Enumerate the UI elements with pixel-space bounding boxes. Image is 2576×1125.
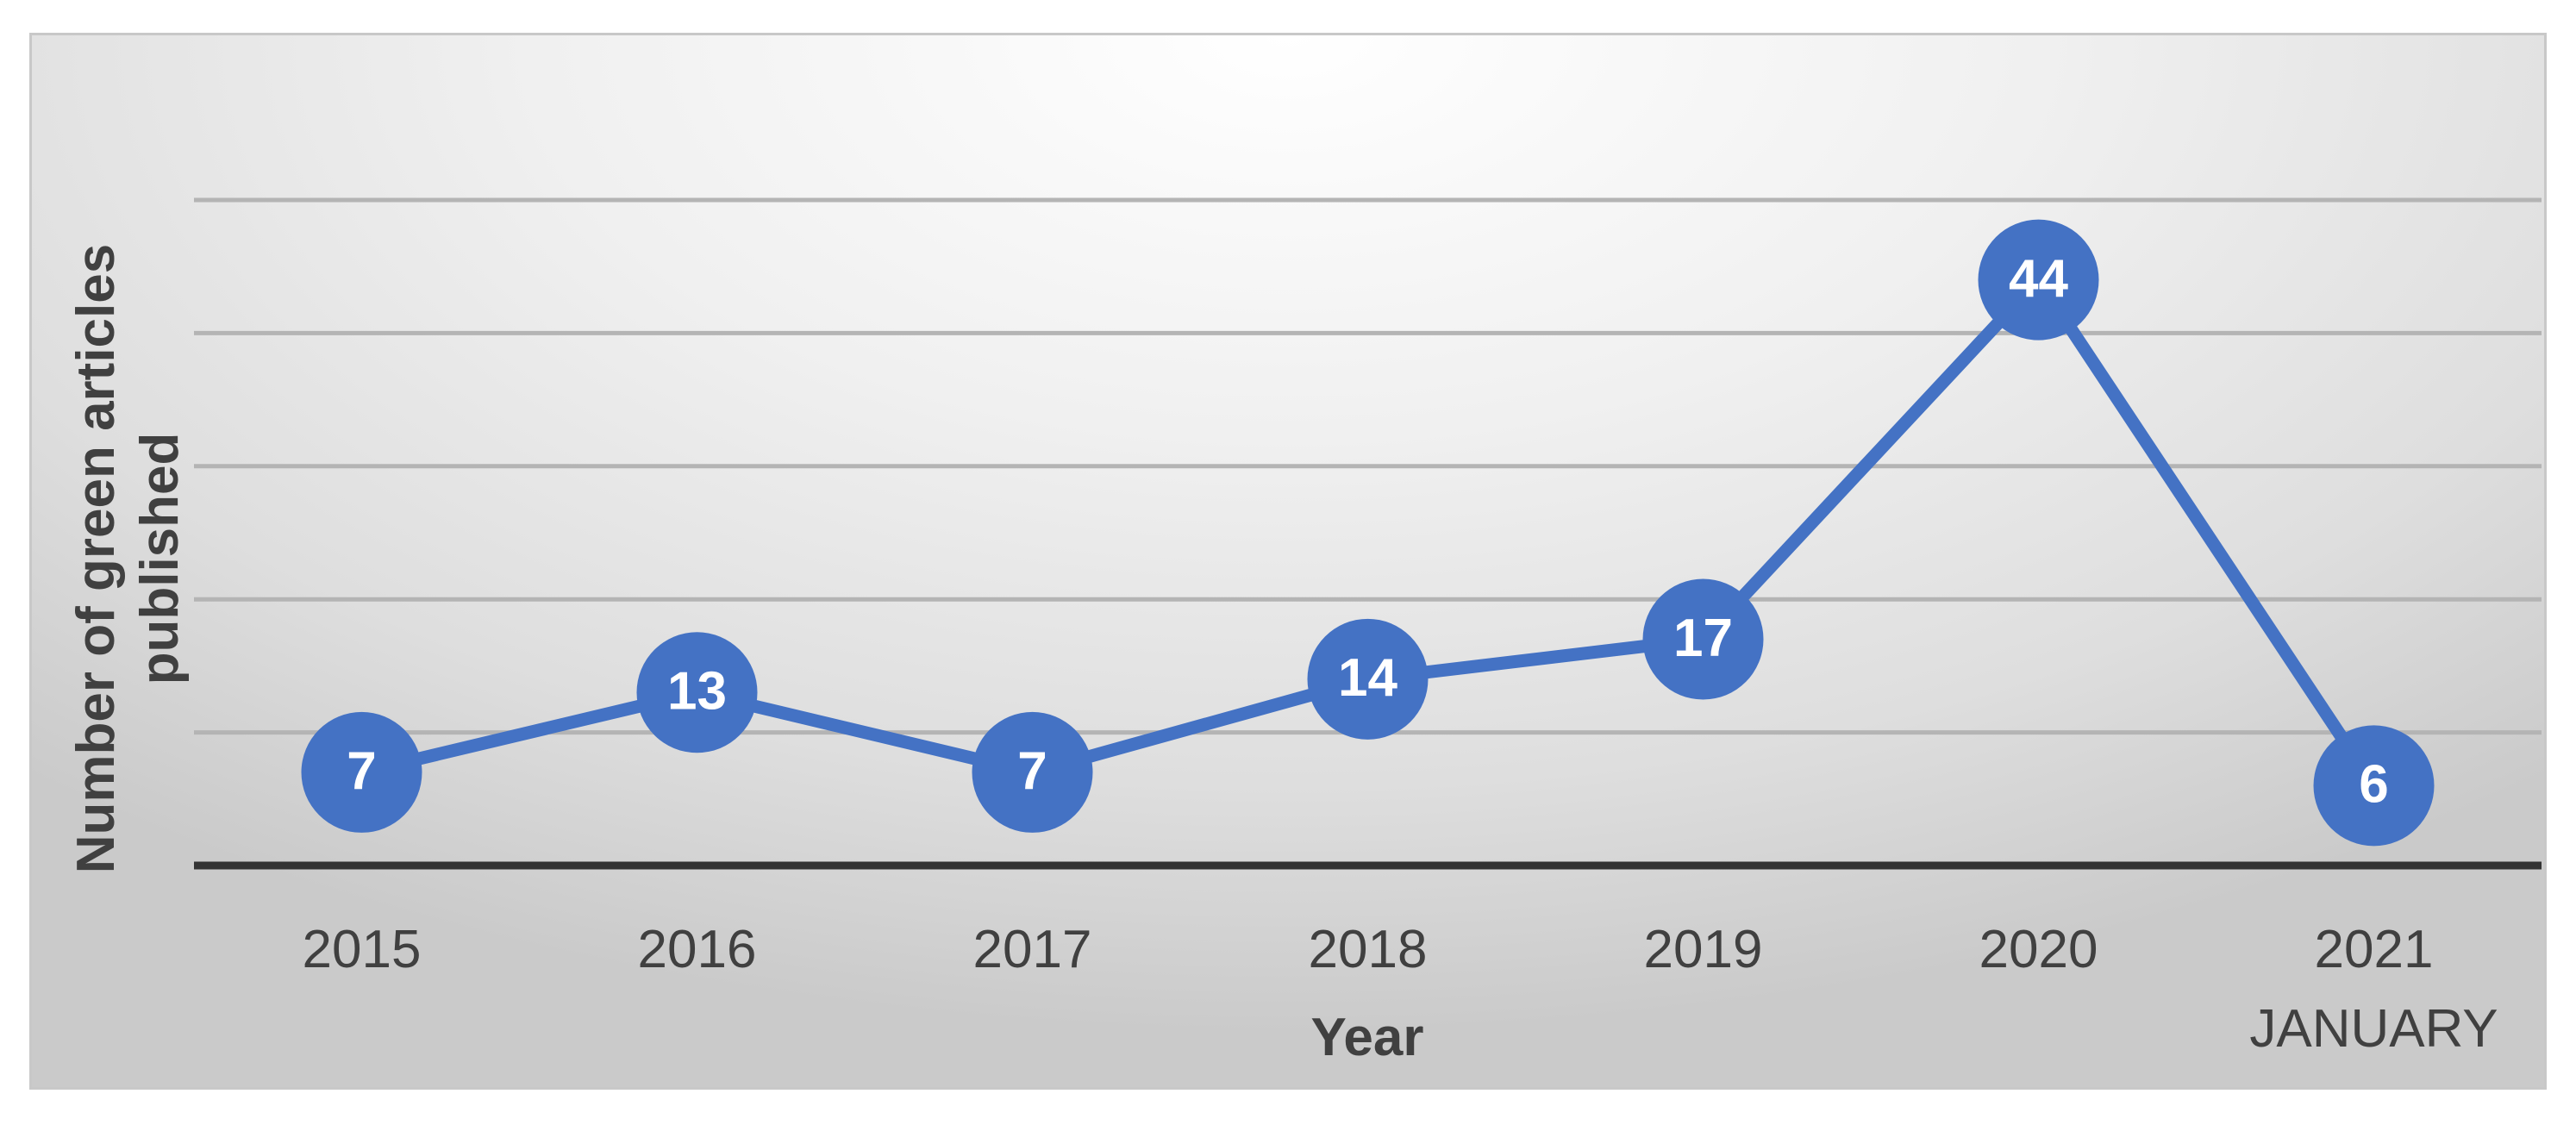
data-marker	[972, 711, 1093, 833]
data-marker	[2313, 725, 2435, 847]
x-axis-title: Year	[1310, 1008, 1424, 1067]
x-tick-label: 2021 JANUARY	[2249, 920, 2498, 1059]
data-label: 7	[1017, 741, 1047, 801]
data-label: 17	[1673, 609, 1733, 668]
chart-background	[29, 33, 2547, 1090]
data-marker	[301, 711, 422, 833]
y-axis-title: Number of green articles published	[66, 243, 190, 874]
data-label: 14	[1338, 648, 1397, 708]
data-marker	[1978, 219, 2099, 341]
data-marker	[1307, 618, 1429, 740]
data-marker	[1642, 578, 1764, 700]
data-label: 7	[347, 741, 376, 801]
data-label: 13	[667, 662, 727, 722]
x-tick-label: 2020	[1979, 920, 2098, 979]
x-tick-label: 2017	[972, 920, 1092, 979]
x-tick-label: 2019	[1643, 920, 1763, 979]
data-label: 44	[2009, 249, 2068, 309]
x-tick-label: 2016	[637, 920, 757, 979]
data-marker	[636, 632, 758, 753]
data-label: 6	[2359, 755, 2388, 815]
x-tick-label: 2015	[302, 920, 422, 979]
x-tick-label: 2018	[1308, 920, 1428, 979]
